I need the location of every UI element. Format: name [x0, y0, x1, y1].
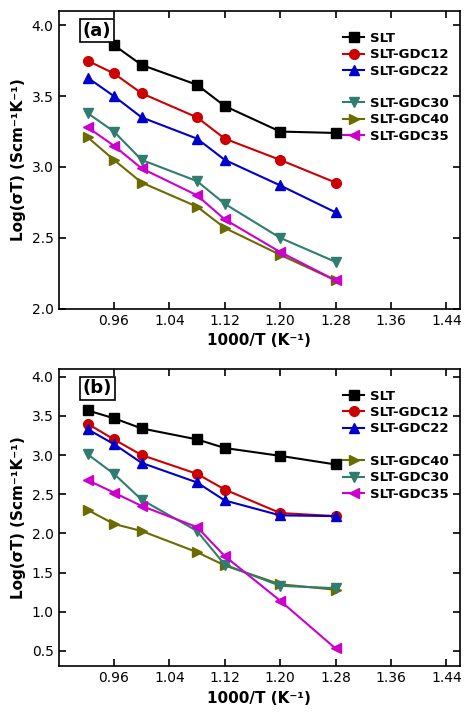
X-axis label: 1000/T (K⁻¹): 1000/T (K⁻¹): [208, 691, 311, 706]
Y-axis label: Log(σT) (Scm⁻¹K⁻¹): Log(σT) (Scm⁻¹K⁻¹): [11, 79, 26, 241]
Y-axis label: Log(σT) (Scm⁻¹K⁻¹): Log(σT) (Scm⁻¹K⁻¹): [11, 437, 26, 599]
Text: (a): (a): [82, 22, 111, 39]
Legend: SLT, SLT-GDC12, SLT-GDC22, , SLT-GDC30, SLT-GDC40, SLT-GDC35: SLT, SLT-GDC12, SLT-GDC22, , SLT-GDC30, …: [338, 27, 454, 148]
X-axis label: 1000/T (K⁻¹): 1000/T (K⁻¹): [208, 333, 311, 348]
Legend: SLT, SLT-GDC12, SLT-GDC22, , SLT-GDC40, SLT-GDC30, SLT-GDC35: SLT, SLT-GDC12, SLT-GDC22, , SLT-GDC40, …: [338, 384, 454, 505]
Text: (b): (b): [82, 379, 112, 397]
